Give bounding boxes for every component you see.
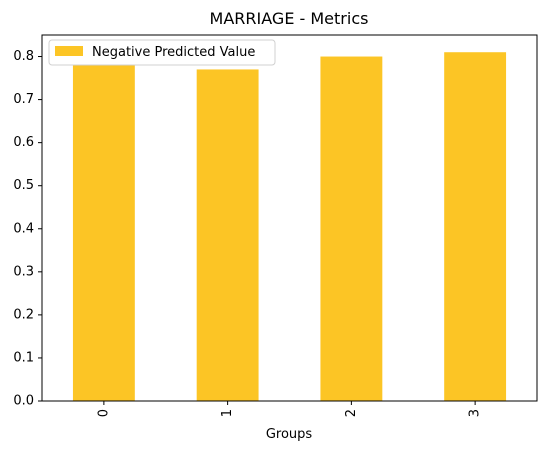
x-axis-label: Groups bbox=[266, 427, 313, 442]
x-tick-label-2: 2 bbox=[344, 409, 359, 417]
x-tick-label-1: 1 bbox=[220, 409, 235, 417]
x-ticks-layer: 0 1 2 3 bbox=[96, 401, 483, 417]
bar-1 bbox=[196, 69, 259, 401]
y-tick-label-0.4: 0.4 bbox=[13, 221, 34, 236]
y-tick-label-0.8: 0.8 bbox=[13, 49, 34, 64]
y-tick-label-0.6: 0.6 bbox=[13, 135, 34, 150]
legend-box bbox=[48, 39, 276, 66]
y-ticks-layer: 0.0 0.1 0.2 0.3 0.4 0.5 0.6 0.7 0.8 bbox=[13, 49, 42, 409]
y-tick-label-0.7: 0.7 bbox=[13, 92, 34, 107]
y-tick-label-0.2: 0.2 bbox=[13, 307, 34, 322]
bar-2 bbox=[320, 56, 383, 401]
x-tick-label-3: 3 bbox=[468, 409, 483, 417]
bars-layer bbox=[72, 52, 507, 401]
y-tick-label-0.1: 0.1 bbox=[13, 350, 34, 365]
y-tick-label-0.5: 0.5 bbox=[13, 178, 34, 193]
legend-swatch bbox=[55, 46, 83, 56]
y-tick-label-0.0: 0.0 bbox=[13, 394, 34, 409]
x-tick-label-0: 0 bbox=[96, 409, 111, 417]
bar-0 bbox=[72, 65, 135, 401]
bar-3 bbox=[444, 52, 507, 401]
legend: Negative Predicted Value bbox=[48, 39, 276, 66]
legend-label: Negative Predicted Value bbox=[92, 45, 255, 60]
chart-title: MARRIAGE - Metrics bbox=[210, 9, 369, 28]
plot-frame bbox=[41, 34, 538, 402]
y-tick-label-0.3: 0.3 bbox=[13, 264, 34, 279]
